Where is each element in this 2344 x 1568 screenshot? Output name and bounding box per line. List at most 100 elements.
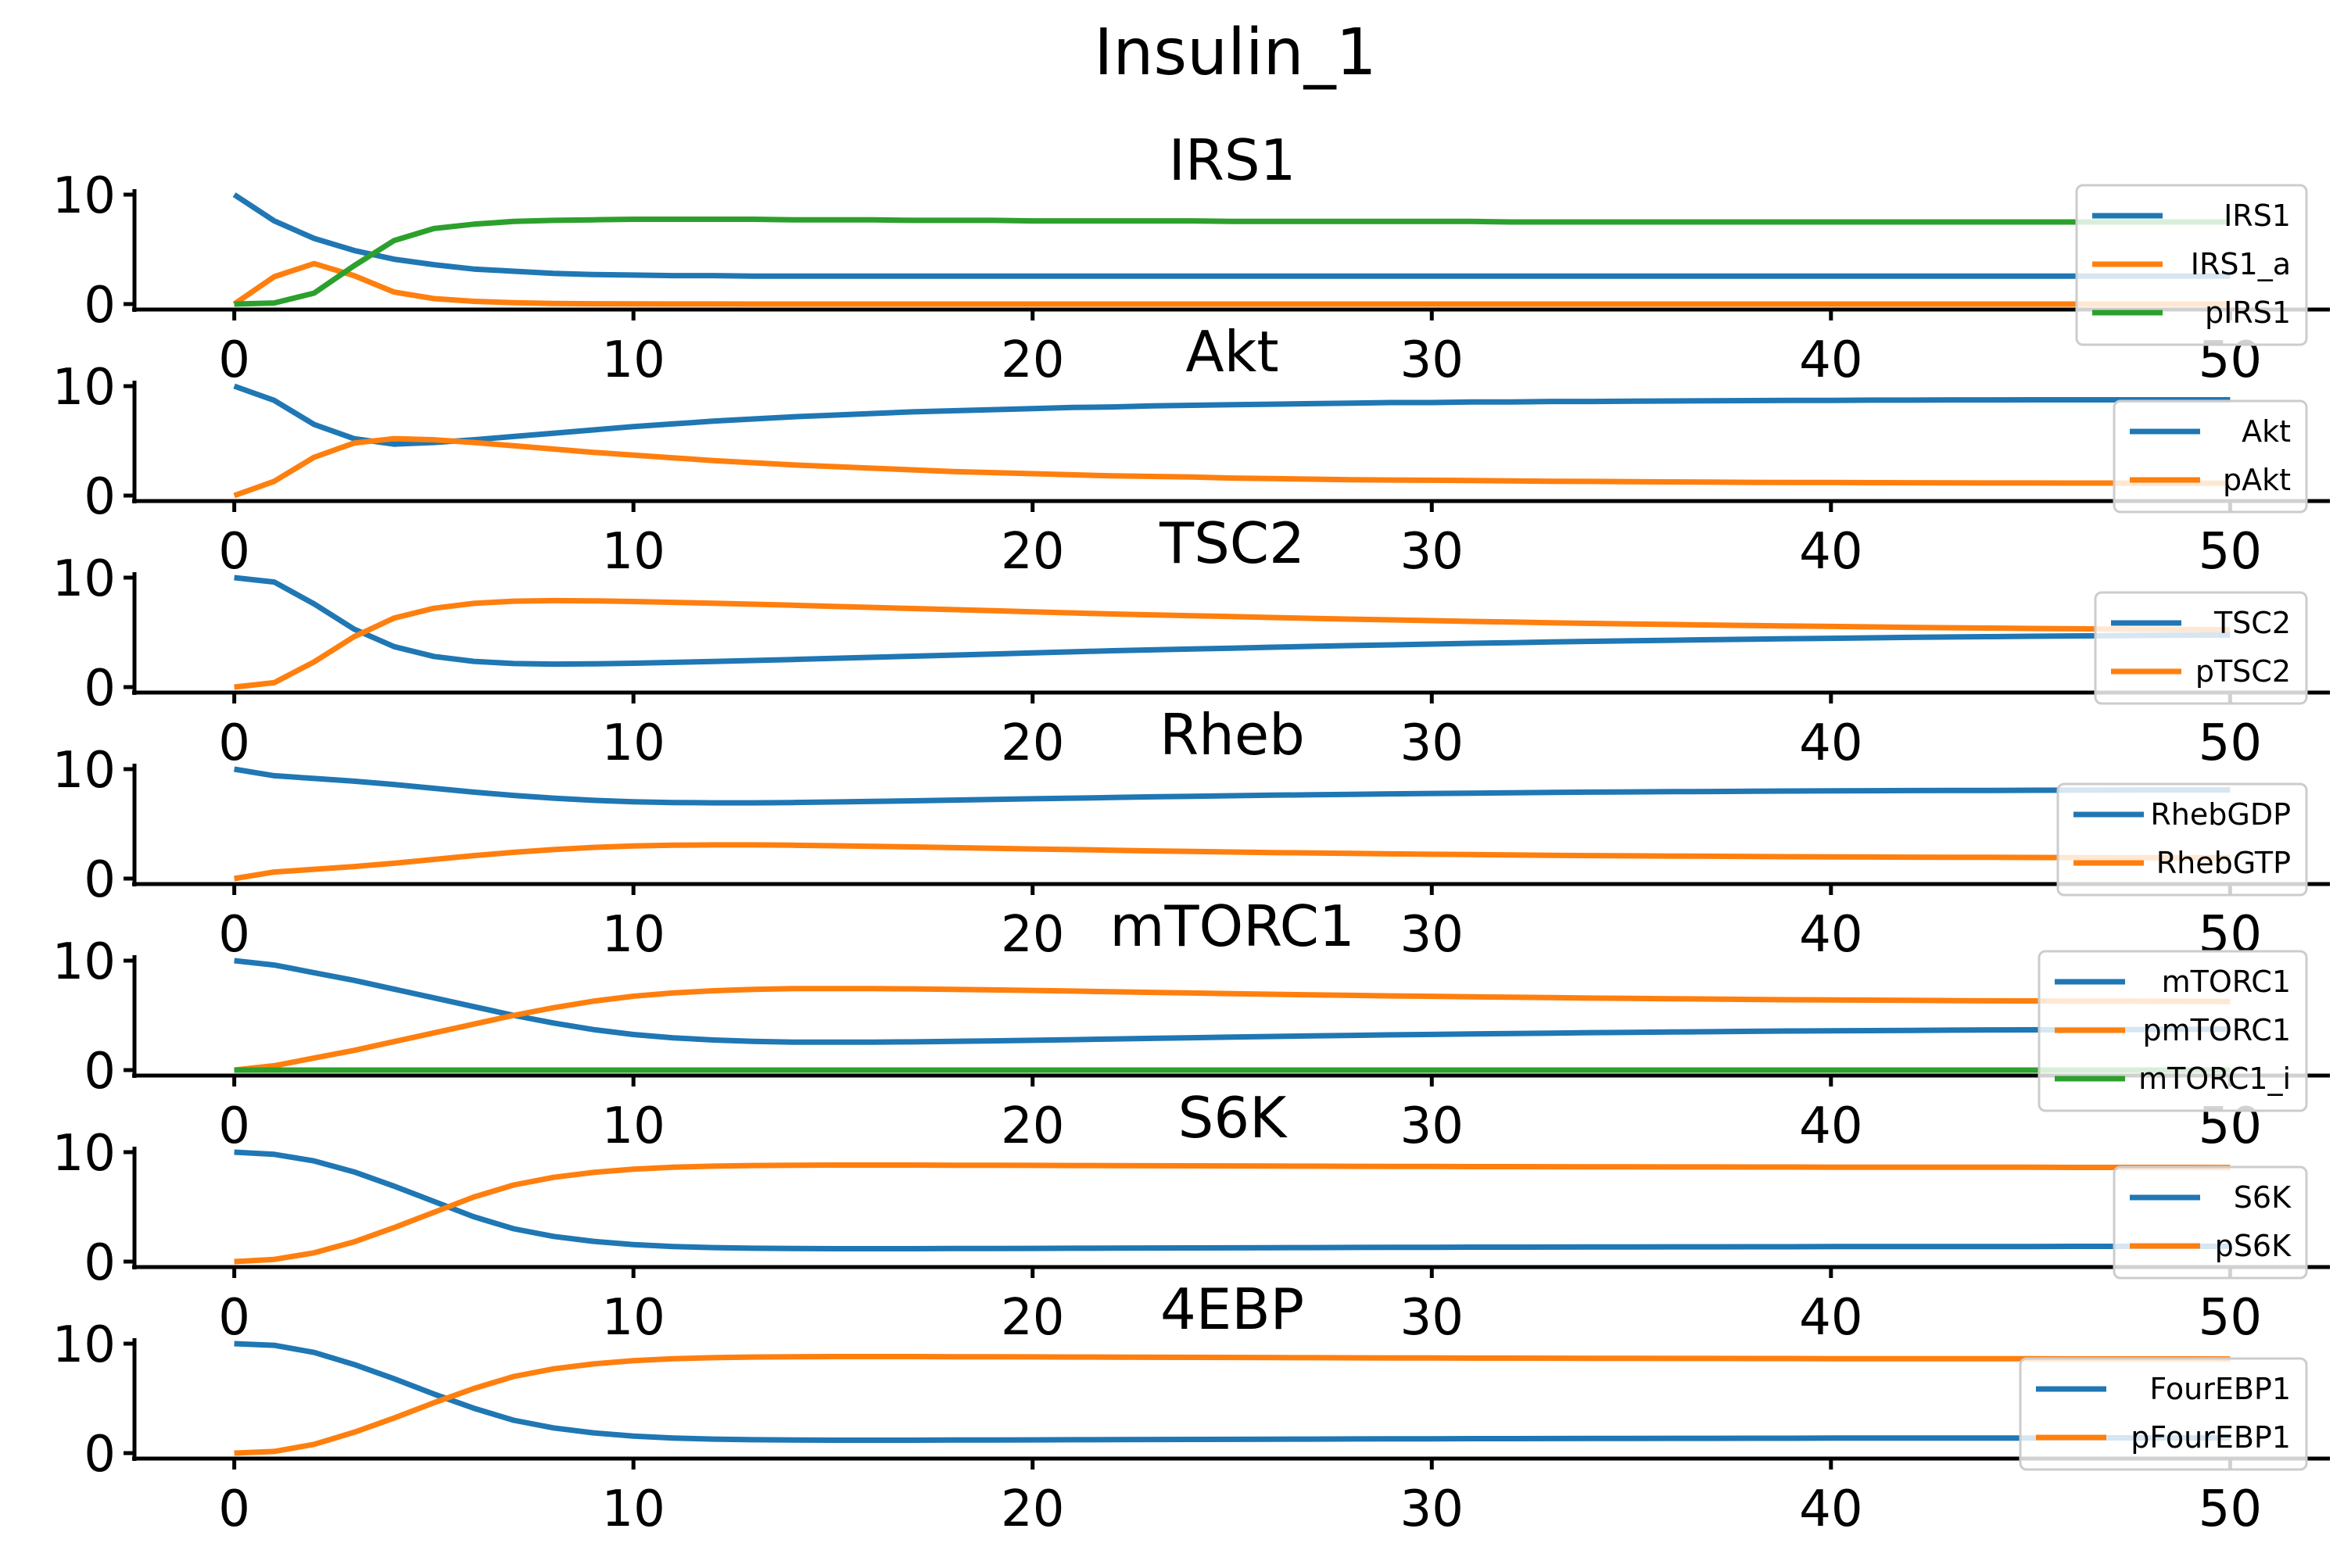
- x-tick-label: 0: [218, 1097, 250, 1155]
- y-tick-label: 10: [52, 1125, 116, 1183]
- y-ticks-irs1: 0 10: [52, 167, 134, 335]
- series-line-s6k: [234, 1149, 2231, 1251]
- series-line-pmtorc1: [234, 986, 2231, 1073]
- legend-label: pFourEBP1: [2131, 1420, 2291, 1455]
- legend-label: pIRS1: [2205, 295, 2291, 330]
- legend-label: FourEBP1: [2149, 1372, 2291, 1406]
- x-ticks-akt: 0 10 20 30 40 50: [218, 501, 2262, 581]
- x-tick-label: 20: [1001, 331, 1064, 389]
- x-tick-label: 40: [1799, 331, 1862, 389]
- x-tick-label: 0: [218, 523, 250, 581]
- series-line-rhebgdp: [234, 766, 2231, 806]
- x-tick-label: 10: [601, 523, 665, 581]
- x-tick-label: 30: [1400, 714, 1464, 772]
- x-tick-label: 10: [601, 1480, 665, 1538]
- legend-label: IRS1_a: [2191, 247, 2291, 281]
- y-tick-label: 0: [84, 1234, 116, 1292]
- legend-rheb: RhebGDP RhebGTP: [2056, 782, 2308, 897]
- legend-label: pTSC2: [2195, 654, 2291, 689]
- y-ticks-4ebp: 0 10: [52, 1316, 134, 1484]
- series-line-akt: [233, 383, 2231, 447]
- y-tick-label: 10: [52, 167, 116, 225]
- figure-title: Insulin_1: [1094, 16, 1377, 90]
- y-tick-label: 0: [84, 468, 116, 526]
- y-tick-label: 10: [52, 1316, 116, 1374]
- x-tick-label: 0: [218, 714, 250, 772]
- x-tick-label: 40: [1799, 1480, 1862, 1538]
- legend-label: RhebGTP: [2156, 846, 2291, 880]
- y-tick-label: 0: [84, 1426, 116, 1484]
- series-line-ptsc2: [234, 597, 2231, 690]
- legend-label: RhebGDP: [2150, 797, 2291, 832]
- y-tick-label: 10: [52, 742, 116, 800]
- x-tick-label: 40: [1799, 1289, 1862, 1347]
- legend-label: IRS1: [2224, 199, 2291, 233]
- x-tick-label: 30: [1400, 523, 1464, 581]
- panel-4ebp: 4EBP 0 10 20 30 40 50 0 10 FourEBP1 pFourEBP1: [52, 1276, 2330, 1538]
- x-tick-label: 0: [218, 1289, 250, 1347]
- x-tick-label: 30: [1400, 1480, 1464, 1538]
- panel-title-tsc2: TSC2: [1159, 510, 1305, 576]
- legend-s6k: S6K pS6K: [2113, 1165, 2308, 1280]
- x-tick-label: 10: [601, 714, 665, 772]
- legend-label: pAkt: [2223, 463, 2291, 497]
- y-tick-label: 0: [84, 660, 116, 718]
- legend-irs1: IRS1 IRS1_a pIRS1: [2075, 184, 2308, 346]
- series-line-pfourebp1: [234, 1354, 2231, 1456]
- x-tick-label: 10: [601, 906, 665, 964]
- series-line-mtorc1: [234, 958, 2231, 1045]
- x-tick-label: 40: [1799, 906, 1862, 964]
- x-tick-label: 0: [218, 906, 250, 964]
- y-tick-label: 10: [52, 550, 116, 608]
- x-tick-label: 30: [1400, 331, 1464, 389]
- subplots: IRS1 0 10 20 30 40 50 0 10 IRS1 IRS1_a pIRS1 Akt 0 10 2…: [52, 127, 2330, 1538]
- x-tick-label: 30: [1400, 1289, 1464, 1347]
- x-tick-label: 50: [2199, 714, 2262, 772]
- x-ticks-rheb: 0 10 20 30 40 50: [218, 884, 2262, 964]
- series-line-rhebgtp: [234, 842, 2231, 882]
- series-line-irs1: [232, 192, 2231, 279]
- series-line-pirs1: [234, 217, 2231, 307]
- y-ticks-akt: 0 10: [52, 359, 134, 526]
- x-tick-label: 0: [218, 331, 250, 389]
- y-ticks-mtorc1: 0 10: [52, 933, 134, 1101]
- x-ticks-s6k: 0 10 20 30 40 50: [218, 1267, 2262, 1347]
- panel-title-rheb: Rheb: [1159, 702, 1305, 768]
- legend-label: pmTORC1: [2143, 1013, 2291, 1047]
- panel-title-4ebp: 4EBP: [1160, 1276, 1304, 1342]
- y-tick-label: 0: [84, 851, 116, 909]
- legend-tsc2: TSC2 pTSC2: [2094, 591, 2308, 705]
- x-ticks-4ebp: 0 10 20 30 40 50: [218, 1459, 2262, 1538]
- y-tick-label: 10: [52, 933, 116, 991]
- x-tick-label: 20: [1001, 1480, 1064, 1538]
- x-tick-label: 10: [601, 1097, 665, 1155]
- x-tick-label: 20: [1001, 714, 1064, 772]
- legend-box: [2075, 184, 2308, 346]
- panel-tsc2: TSC2 0 10 20 30 40 50 0 10 TSC2 pTSC2: [52, 510, 2330, 772]
- series-line-irs1_a: [232, 260, 2231, 307]
- legend-4ebp: FourEBP1 pFourEBP1: [2019, 1357, 2308, 1471]
- legend-mtorc1: mTORC1 pmTORC1 mTORC1_i: [2038, 950, 2308, 1112]
- panel-akt: Akt 0 10 20 30 40 50 0 10 Akt pAkt: [52, 319, 2330, 581]
- legend-box: [2038, 950, 2308, 1112]
- x-tick-label: 20: [1001, 1097, 1064, 1155]
- panel-title-akt: Akt: [1185, 319, 1278, 385]
- x-tick-label: 40: [1799, 1097, 1862, 1155]
- panel-title-mtorc1: mTORC1: [1109, 893, 1354, 959]
- legend-label: Akt: [2242, 414, 2291, 449]
- x-tick-label: 20: [1001, 906, 1064, 964]
- x-tick-label: 30: [1400, 1097, 1464, 1155]
- x-tick-label: 40: [1799, 523, 1862, 581]
- x-ticks-irs1: 0 10 20 30 40 50: [218, 310, 2262, 389]
- x-tick-label: 50: [2199, 523, 2262, 581]
- x-tick-label: 30: [1400, 906, 1464, 964]
- panel-title-s6k: S6K: [1178, 1085, 1288, 1151]
- series-line-ps6k: [234, 1162, 2231, 1265]
- legend-label: TSC2: [2213, 606, 2291, 640]
- x-tick-label: 20: [1001, 523, 1064, 581]
- x-tick-label: 40: [1799, 714, 1862, 772]
- x-tick-label: 20: [1001, 1289, 1064, 1347]
